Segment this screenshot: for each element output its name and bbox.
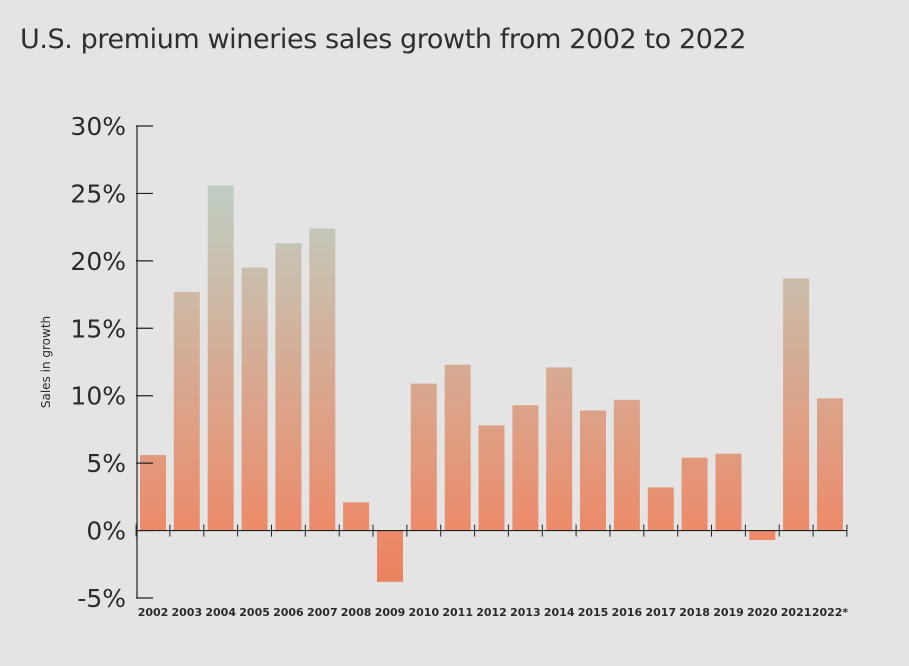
x-tick-label: 2011 [442,606,473,619]
y-axis-label: Sales in growth [39,316,53,408]
x-tick-label: 2009 [375,606,406,619]
bar-2005 [241,267,268,531]
bar-2004 [207,185,234,531]
bar-2014 [546,367,573,531]
bar-2012 [478,425,505,531]
bar-2016 [613,399,640,531]
bar-2008 [343,502,370,531]
bar-2003 [173,291,200,531]
x-tick-label: 2016 [612,606,643,619]
bar-2010 [410,383,437,531]
x-tick-labels: 2002 2003 2004 2005 2006 2007 2008 2009 2010 2011… [138,606,849,619]
x-tick-label: 2020 [747,606,778,619]
bar-2022 [817,398,843,531]
bars-group [140,185,843,582]
y-tick-label: -5% [77,584,126,613]
x-tick-label: 2004 [205,606,236,619]
x-tick-label: 2008 [341,606,372,619]
bar-2009 [377,530,403,582]
x-tick-label: 2021 [781,606,812,619]
x-tick-label: 2019 [713,606,744,619]
bar-2007 [309,228,336,531]
bar-2006 [275,243,302,531]
x-tick-label: 2018 [679,606,710,619]
y-tick-label: 10% [70,382,126,411]
bar-2021 [783,278,810,531]
bar-2018 [681,457,708,531]
bar-2015 [580,410,606,531]
bar-2019 [715,453,742,531]
x-tick-label: 2010 [408,606,439,619]
x-tick-label: 2013 [510,606,541,619]
y-tick-label: 25% [70,179,126,208]
y-tick-label: 0% [86,517,126,546]
bar-2002 [140,455,166,531]
bar-2020 [749,530,776,540]
x-tick-label: 2005 [239,606,270,619]
x-tick-label: 2007 [307,606,338,619]
bar-2017 [647,487,674,531]
x-tick-label: 2022* [812,606,849,619]
y-tick-label: 20% [70,247,126,276]
x-tick-label: 2014 [544,606,575,619]
x-tick-label: 2015 [578,606,609,619]
bar-2011 [444,364,471,531]
x-tick-label: 2012 [476,606,507,619]
x-tick-label: 2006 [273,606,304,619]
x-tick-label: 2003 [171,606,202,619]
x-tick-label: 2017 [645,606,676,619]
y-tick-labels: -5% 0% 5% 10% 15% 20% 25% 30% [70,112,126,613]
y-tick-label: 30% [70,112,126,141]
y-tick-label: 15% [70,314,126,343]
axes-group [135,125,848,599]
y-tick-label: 5% [86,449,126,478]
bar-2013 [512,405,539,531]
x-tick-label: 2002 [138,606,169,619]
chart-title: U.S. premium wineries sales growth from … [20,24,747,55]
